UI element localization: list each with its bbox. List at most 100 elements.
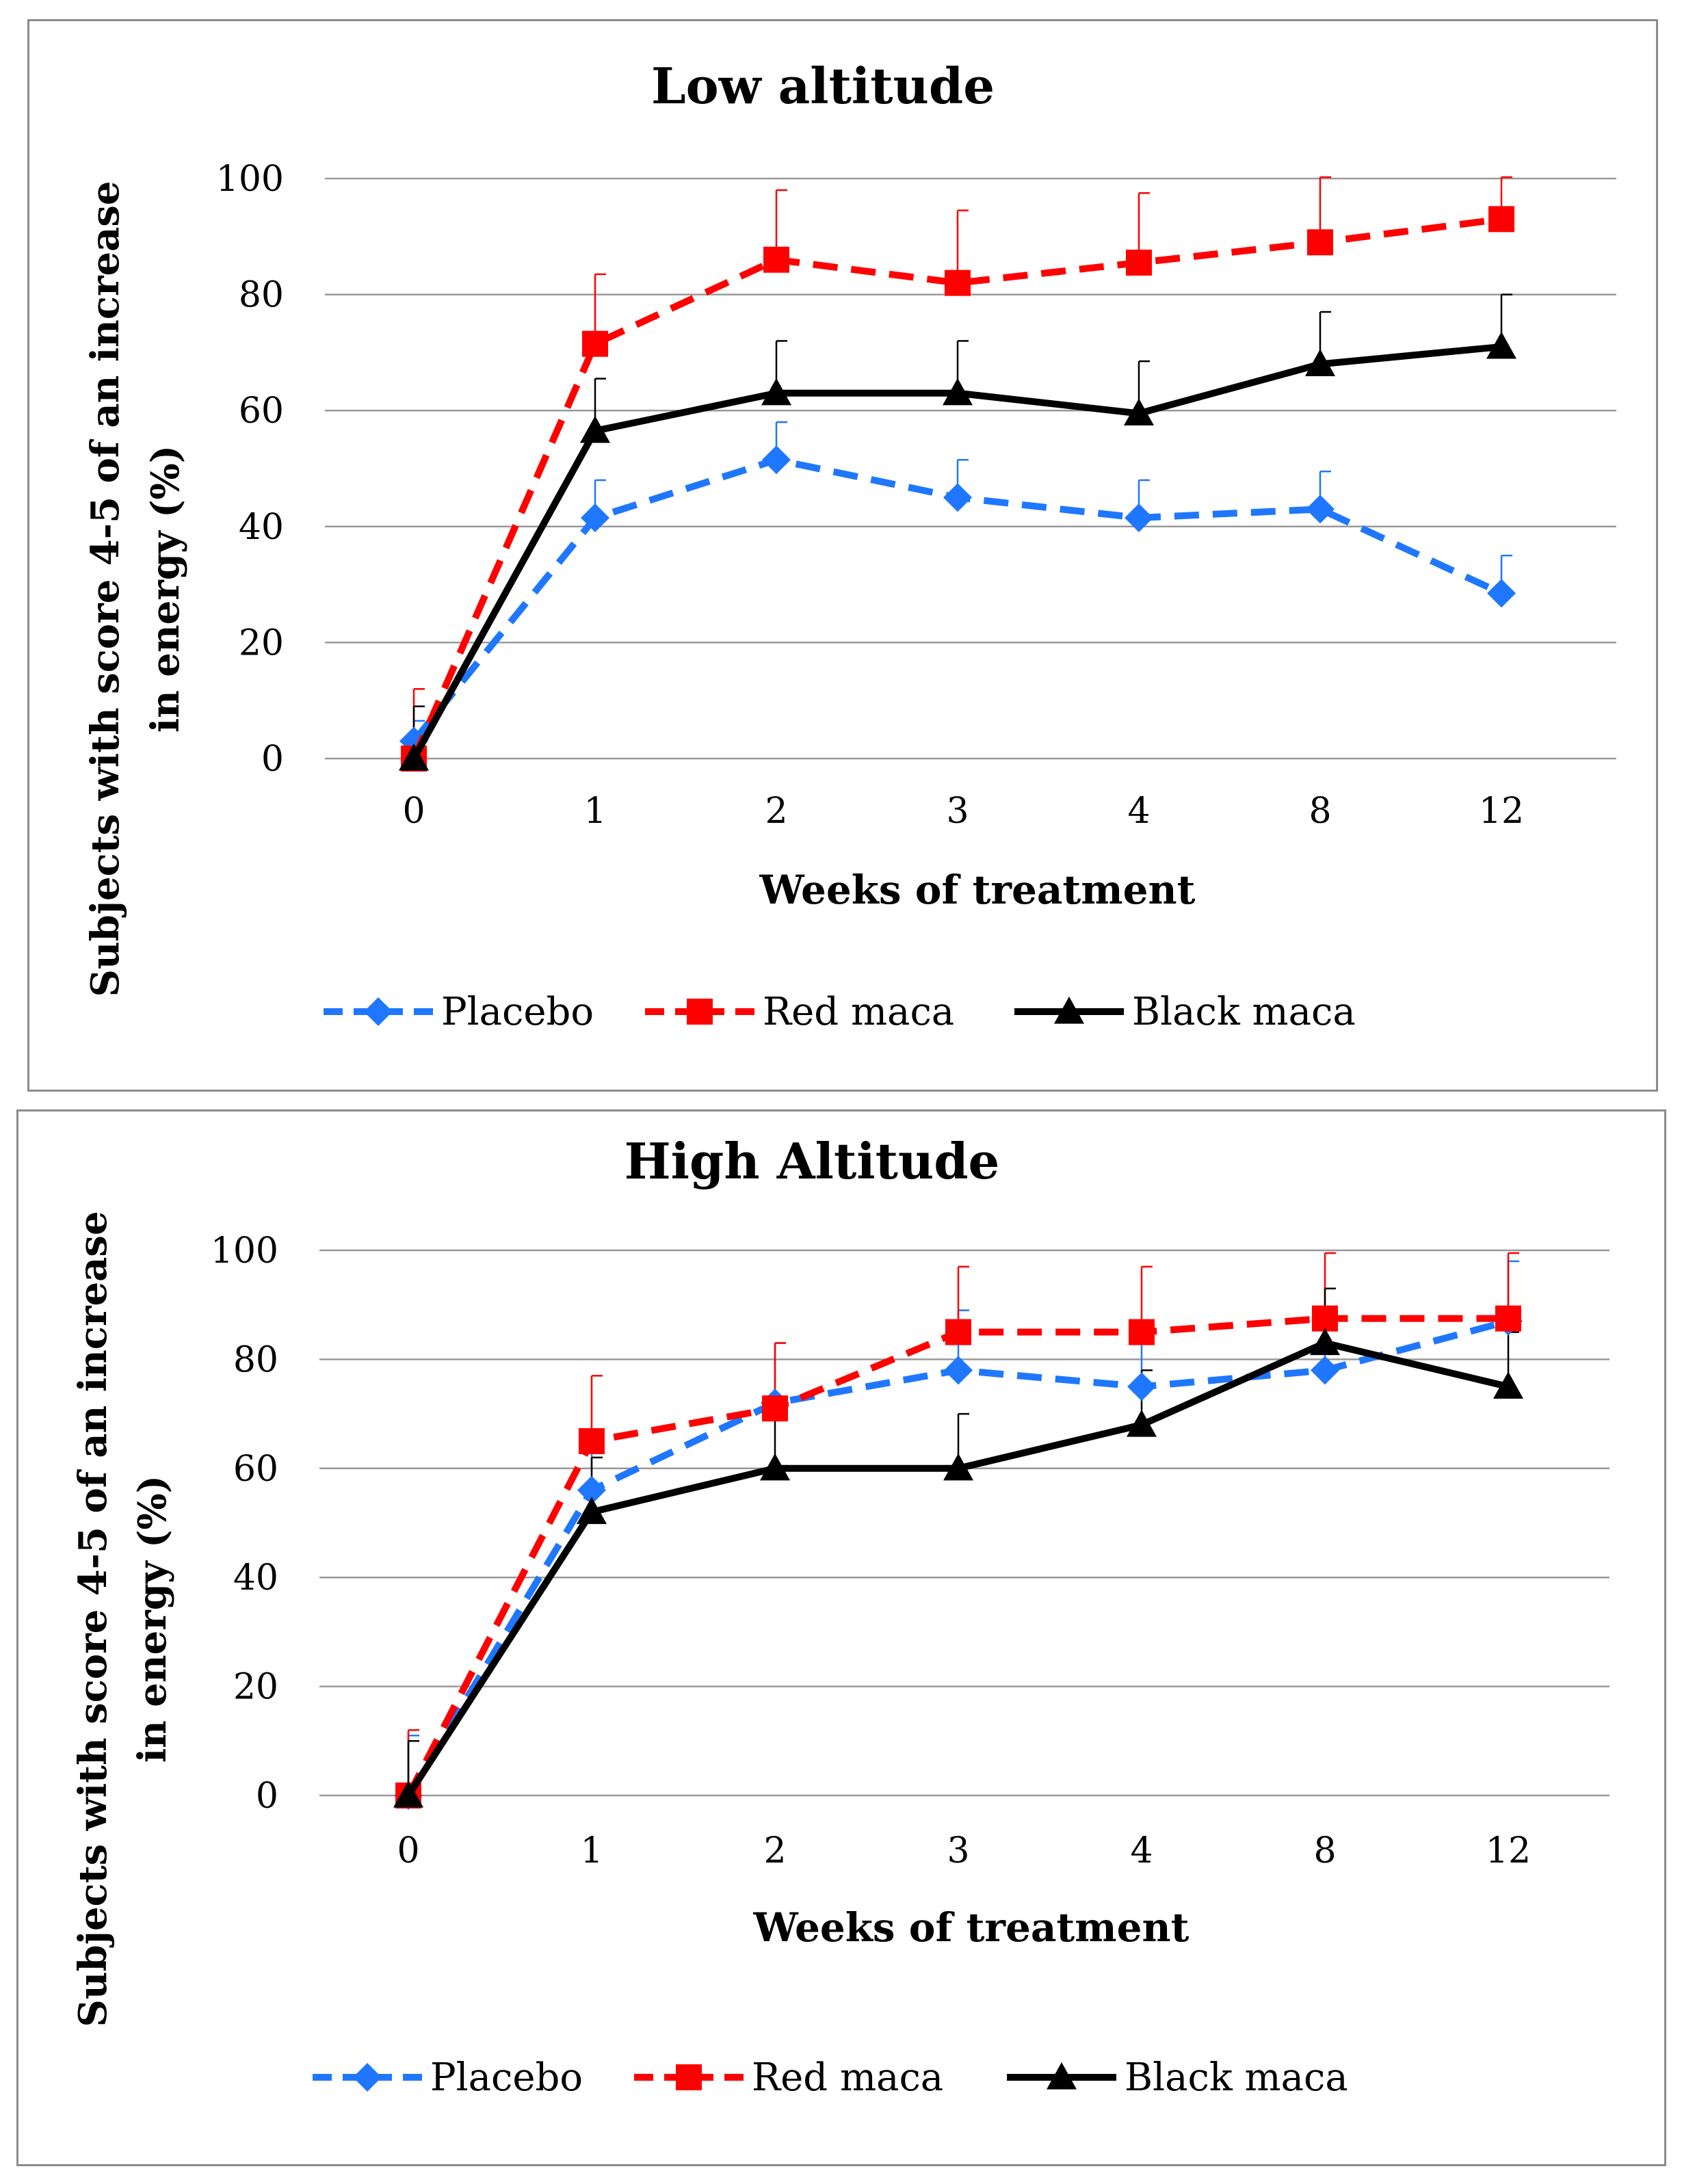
- error-bars-black_maca: [412, 293, 1512, 759]
- x-tick-label: 4: [1127, 791, 1150, 832]
- x-tick-label: 1: [583, 791, 606, 832]
- legend-marker-black_maca: [1047, 2062, 1077, 2090]
- y-tick-label: 40: [233, 1557, 278, 1598]
- data-point-red_maca: [1126, 249, 1152, 276]
- data-point-red_maca: [1488, 206, 1514, 233]
- data-point-black_maca: [1310, 1328, 1340, 1356]
- series-black_maca: [399, 331, 1516, 771]
- data-point-black_maca: [1493, 1371, 1523, 1399]
- x-tick-label: 12: [1486, 1830, 1531, 1871]
- data-point-placebo: [1487, 579, 1516, 608]
- error-bars-red_maca: [412, 176, 1512, 759]
- data-point-red_maca: [1129, 1319, 1155, 1345]
- data-point-placebo: [944, 1356, 973, 1385]
- data-point-black_maca: [760, 1453, 790, 1481]
- x-tick-label: 3: [947, 1830, 969, 1871]
- y-axis-label-line2: in energy (%): [143, 445, 188, 733]
- x-tick-label: 8: [1313, 1830, 1336, 1871]
- y-tick-label: 0: [256, 1776, 278, 1817]
- gridlines: [325, 177, 1616, 760]
- series-placebo: [399, 445, 1516, 756]
- series-line-black_maca: [410, 343, 1502, 761]
- data-point-red_maca: [763, 246, 789, 273]
- y-tick-label: 40: [239, 507, 284, 548]
- legend-label-black_maca: Black maca: [1132, 990, 1356, 1034]
- data-point-black_maca: [1305, 349, 1335, 376]
- y-tick-label: 60: [239, 391, 284, 432]
- x-tick-label: 2: [763, 1830, 786, 1871]
- y-tick-label: 100: [216, 159, 284, 200]
- y-tick-label: 100: [211, 1231, 278, 1272]
- x-tick-label: 4: [1130, 1830, 1153, 1871]
- legend-marker-red_maca: [676, 2064, 702, 2090]
- x-axis-label: Weeks of treatment: [759, 867, 1196, 913]
- data-point-placebo: [762, 445, 791, 475]
- x-tick-label: 2: [765, 791, 787, 832]
- y-tick-label: 80: [239, 275, 284, 316]
- data-point-placebo: [1125, 503, 1153, 533]
- legend-label-red_maca: Red maca: [763, 990, 954, 1034]
- y-axis-label-line2: in energy (%): [130, 1475, 175, 1763]
- data-point-black_maca: [580, 415, 610, 443]
- data-point-black_maca: [1127, 1410, 1157, 1437]
- y-axis-label-line1: Subjects with score 4-5 of an increase: [83, 181, 128, 997]
- y-tick-label: 60: [233, 1449, 278, 1490]
- legend-marker-placebo: [364, 997, 393, 1026]
- data-point-placebo: [577, 1475, 606, 1505]
- legend-marker-red_maca: [687, 999, 713, 1025]
- legend-label-red_maca: Red maca: [752, 2055, 943, 2100]
- data-point-placebo: [581, 503, 609, 533]
- data-point-red_maca: [945, 1319, 971, 1345]
- legend-label-black_maca: Black maca: [1125, 2055, 1348, 2100]
- x-tick-label: 12: [1479, 791, 1524, 832]
- legend-marker-placebo: [353, 2063, 382, 2092]
- y-axis-label-line1: Subjects with score 4-5 of an increase: [70, 1211, 116, 2027]
- data-point-red_maca: [762, 1395, 788, 1422]
- data-point-black_maca: [943, 1453, 973, 1481]
- y-tick-label: 0: [261, 739, 284, 780]
- x-axis-label: Weeks of treatment: [753, 1904, 1190, 1951]
- series-line-black_maca: [405, 1339, 1510, 1798]
- legend-label-placebo: Placebo: [430, 2055, 583, 2100]
- error-bars-placebo: [412, 421, 1512, 741]
- data-point-red_maca: [945, 269, 971, 296]
- chart-title: High Altitude: [625, 1132, 1000, 1190]
- x-tick-label: 1: [580, 1830, 603, 1871]
- data-point-red_maca: [579, 1428, 605, 1454]
- data-point-placebo: [943, 483, 972, 512]
- y-tick-label: 80: [233, 1339, 278, 1380]
- data-point-black_maca: [393, 1780, 423, 1808]
- data-point-black_maca: [577, 1497, 607, 1525]
- data-point-red_maca: [1312, 1305, 1338, 1332]
- low-altitude-chart-panel: Low altitude 0 20 40 60 80 100 0 1 2 3 4 8 12 Weeks of…: [27, 19, 1658, 1092]
- legend-marker-black_maca: [1054, 997, 1084, 1024]
- x-tick-label: 3: [946, 791, 969, 832]
- x-tick-label: 0: [397, 1830, 419, 1871]
- series-line-placebo: [405, 1317, 1510, 1798]
- x-tick-label: 8: [1309, 791, 1331, 832]
- legend: Placebo Red maca Black maca: [324, 990, 1356, 1034]
- data-point-black_maca: [1486, 331, 1516, 359]
- chart-title: Low altitude: [651, 57, 995, 115]
- data-point-black_maca: [1124, 398, 1154, 426]
- series-line-red_maca: [405, 1315, 1508, 1798]
- x-tick-label: 0: [402, 791, 425, 832]
- series-black_maca: [393, 1328, 1523, 1808]
- data-point-black_maca: [761, 378, 791, 406]
- y-tick-label: 20: [239, 622, 284, 663]
- legend: Placebo Red maca Black maca: [313, 2055, 1348, 2100]
- data-point-black_maca: [399, 744, 429, 771]
- data-point-red_maca: [1495, 1305, 1521, 1332]
- data-point-black_maca: [943, 378, 973, 406]
- y-tick-label: 20: [233, 1667, 278, 1708]
- data-point-red_maca: [1307, 229, 1333, 256]
- high-altitude-chart-panel: High Altitude 0 20 40 60 80 100 0 1 2 3 4 8 12 Weeks o…: [16, 1109, 1666, 2166]
- data-point-placebo: [1127, 1372, 1156, 1402]
- data-point-red_maca: [582, 330, 608, 357]
- data-point-placebo: [1306, 495, 1335, 524]
- series-red_maca: [401, 206, 1514, 772]
- legend-label-placebo: Placebo: [441, 990, 594, 1034]
- data-point-placebo: [1311, 1356, 1339, 1385]
